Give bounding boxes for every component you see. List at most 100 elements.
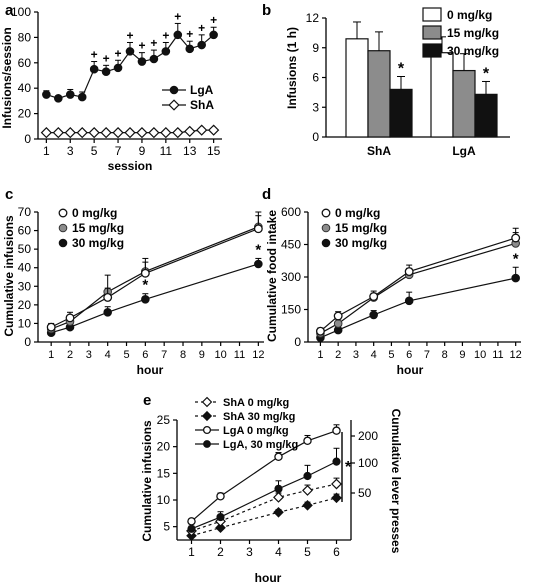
y-tick-label: 9 xyxy=(312,41,319,55)
y-tick-label: 6 xyxy=(312,71,319,85)
panel-label-a: a xyxy=(5,2,14,19)
data-point xyxy=(315,326,325,336)
data-point xyxy=(185,44,195,54)
data-point xyxy=(160,127,172,139)
x-tick-label: 3 xyxy=(86,349,92,361)
x-tick-label: 11 xyxy=(234,349,245,361)
data-point xyxy=(321,223,331,233)
data-point xyxy=(168,99,180,111)
data-point xyxy=(202,425,212,435)
legend-label: LgA xyxy=(190,83,214,97)
panel-label-e: e xyxy=(143,392,151,409)
legend-label: LgA, 30 mg/kg xyxy=(223,439,298,451)
data-point xyxy=(141,294,150,304)
x-tick-label: 3 xyxy=(246,545,253,559)
significance-mark: + xyxy=(126,28,133,42)
legend-label: 0 mg/kg xyxy=(335,206,380,220)
data-point xyxy=(215,522,226,534)
bar xyxy=(430,52,454,138)
y-tick-label: 450 xyxy=(281,238,301,252)
legend-label: LgA 0 mg/kg xyxy=(223,425,289,437)
ylabel-a: Infusions/session xyxy=(0,27,14,128)
panel-label-d: d xyxy=(262,186,271,203)
legend-label: ShA 0 mg/kg xyxy=(223,397,289,409)
y-tick-label: 70 xyxy=(18,205,32,219)
data-point xyxy=(88,127,100,139)
y-tick-label: 40 xyxy=(18,261,32,275)
category-label: ShA xyxy=(367,144,391,158)
panel-d: d Cumulative food intake hour 0150300450… xyxy=(262,186,522,377)
data-point xyxy=(209,30,218,40)
data-point xyxy=(103,307,112,317)
y-tick-label: 0 xyxy=(312,130,319,144)
x-tick-label: 12 xyxy=(510,349,522,361)
legend-label: 30 mg/kg xyxy=(72,236,124,250)
data-point xyxy=(273,506,284,518)
bar xyxy=(452,69,476,138)
legend-label: 15 mg/kg xyxy=(335,221,387,235)
legend-label: 15 mg/kg xyxy=(447,26,499,40)
data-point xyxy=(331,492,342,504)
data-point xyxy=(173,30,183,40)
category-label: LgA xyxy=(452,144,476,158)
x-tick-label: 7 xyxy=(161,349,167,361)
x-tick-label: 4 xyxy=(371,349,377,361)
y-tick-label: 60 xyxy=(18,56,32,70)
data-point xyxy=(333,311,343,321)
bar xyxy=(345,38,369,138)
ylabel-right-e: Cumulative lever presses xyxy=(389,409,403,554)
data-point xyxy=(404,267,414,277)
panel-b: b Infusions (1 h) 0 3 6 9 12 ShA * LgA * 0 mg/kg 1… xyxy=(262,2,510,158)
x-tick-label: 3 xyxy=(353,349,359,361)
y-tick-label: 40 xyxy=(18,81,32,95)
y-tick-label: 150 xyxy=(281,303,301,317)
y-tick-label: 100 xyxy=(11,5,31,19)
data-point xyxy=(76,127,88,139)
data-point xyxy=(58,238,68,248)
panel-label-c: c xyxy=(5,186,13,203)
data-point xyxy=(404,296,414,306)
data-point xyxy=(136,127,148,139)
significance-mark: + xyxy=(103,51,110,65)
legend-label: 0 mg/kg xyxy=(72,206,117,220)
y-tick-label: 10 xyxy=(157,493,171,507)
legend-swatch xyxy=(422,7,442,22)
data-point xyxy=(65,313,75,323)
y-tick-label: 0 xyxy=(24,132,31,146)
xlabel-d: hour xyxy=(397,363,424,377)
series-line xyxy=(320,242,516,334)
y-tick-label: 20 xyxy=(157,440,171,454)
significance-mark: + xyxy=(91,48,98,62)
data-point xyxy=(302,484,313,496)
data-point xyxy=(303,471,312,481)
x-tick-label: 7 xyxy=(424,349,430,361)
y-tick-label: 10 xyxy=(18,316,32,330)
data-point xyxy=(101,67,111,76)
y-tick-label: 3 xyxy=(312,100,319,114)
y-tick-label: 0 xyxy=(294,335,301,349)
significance-mark: + xyxy=(210,13,217,27)
x-tick-label: 5 xyxy=(91,144,98,158)
y-tick-label: 25 xyxy=(157,413,171,427)
significance-mark: * xyxy=(255,241,261,258)
legend-label: ShA xyxy=(190,98,214,112)
x-tick-label: 10 xyxy=(215,349,227,361)
x-tick-label: 9 xyxy=(139,144,146,158)
legend-swatch xyxy=(422,25,442,40)
data-point xyxy=(207,124,220,136)
x-tick-label: 12 xyxy=(252,349,264,361)
data-point xyxy=(201,396,213,408)
data-point xyxy=(274,452,283,462)
ylabel-e: Cumulative infusions xyxy=(140,420,154,542)
data-point xyxy=(197,40,206,50)
xlabel-a: session xyxy=(108,159,153,173)
data-point xyxy=(58,208,68,218)
data-point xyxy=(137,57,147,66)
significance-mark: + xyxy=(162,28,169,42)
x-tick-label: 2 xyxy=(67,349,73,361)
significance-mark: + xyxy=(174,9,181,23)
data-point xyxy=(274,484,283,493)
data-point xyxy=(333,319,343,328)
data-point xyxy=(303,436,312,446)
